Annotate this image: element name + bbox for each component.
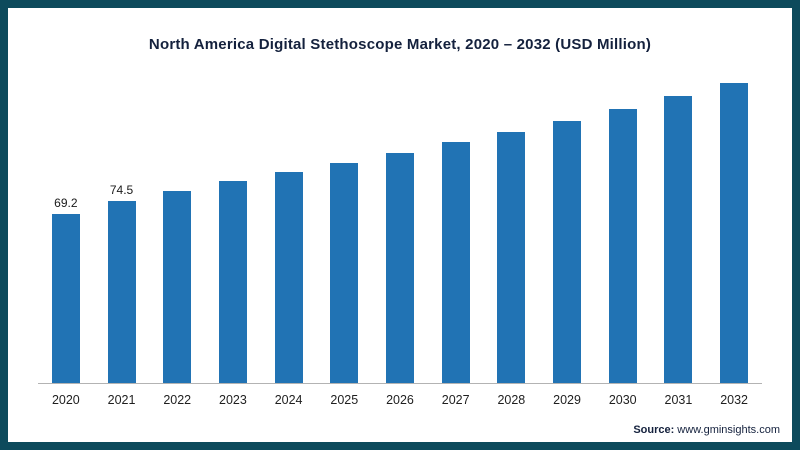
chart-title: North America Digital Stethoscope Market… [148,36,652,53]
x-axis-tick-label: 2032 [720,393,748,407]
bar-column: 74.5 [94,65,150,383]
bar-column [651,65,707,383]
bar [51,213,80,383]
bar-column [484,65,540,383]
x-axis-tick-label: 2023 [219,393,247,407]
source-caption: Source: www.gminsights.com [633,424,780,436]
x-axis-tick-label: 2030 [608,393,637,407]
bar [385,153,414,383]
bar-column [372,65,428,383]
bar [497,132,526,383]
x-axis-line [38,383,762,384]
bar-column [706,65,762,383]
bar [441,141,470,383]
bar-value-label: 74.5 [109,182,134,197]
bar-column [261,65,317,383]
source-url: www.gminsights.com [677,424,780,436]
x-axis-tick-label: 2028 [497,393,526,407]
bar [330,162,359,383]
bar-column [539,65,595,383]
bar [664,96,693,383]
bar [218,181,247,383]
bar-column [316,65,372,383]
bar [608,109,637,383]
x-axis-tick-label: 2027 [441,393,470,407]
bar-value-label: 69.2 [54,195,78,210]
x-axis-tick-label: 2031 [664,393,693,407]
source-label: Source: [633,424,675,436]
x-axis-labels: 2020 2021 2022 2023 2024 2025 2026 2027 2028 2029… [38,384,762,407]
plot-area: 69.2 74.5 [38,65,762,383]
bar [720,83,749,383]
x-axis-tick-label: 2029 [553,393,581,407]
x-axis-tick-label: 2025 [330,393,359,407]
x-axis-tick-label: 2026 [386,393,414,407]
bar-column [149,65,205,383]
x-axis-tick-label: 2022 [163,393,192,407]
x-axis-tick-label: 2024 [274,393,303,407]
bar-column: 69.2 [38,65,94,383]
bar-column [428,65,484,383]
x-axis-tick-label: 2020 [51,393,80,407]
x-axis-tick-label: 2021 [107,393,136,407]
bar [163,190,192,383]
bar-column [205,65,261,383]
bar-column [595,65,651,383]
bar [107,200,136,383]
bar [274,171,303,383]
bar [553,121,582,383]
